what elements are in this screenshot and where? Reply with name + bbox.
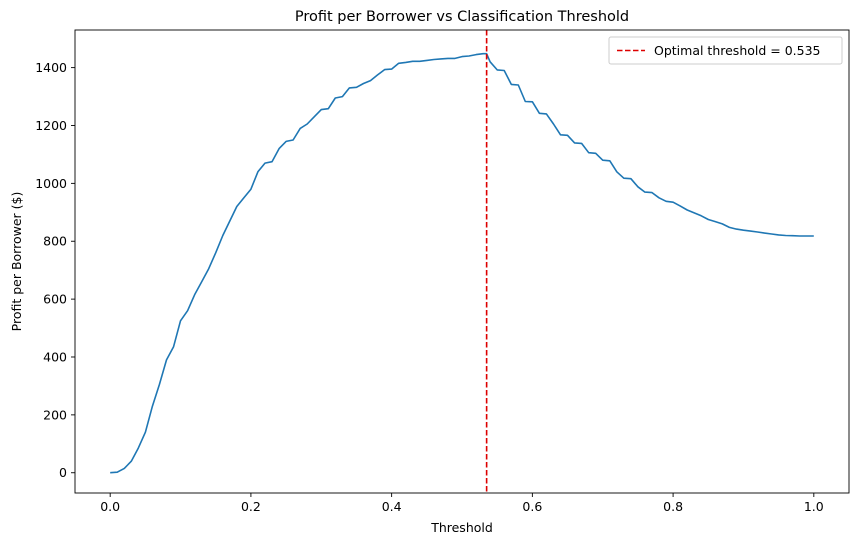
profit-line [110,52,814,474]
legend-box [608,36,843,65]
x-tick-label: 0.8 [663,499,683,514]
x-tick-label: 1.0 [804,499,824,514]
legend-label-optimal-threshold: Optimal threshold = 0.535 [654,43,821,58]
y-tick-label: 1400 [35,60,67,75]
y-tick-label: 800 [43,234,67,249]
legend: Optimal threshold = 0.535 [608,36,843,65]
y-tick-label: 600 [43,292,67,307]
x-tick-label: 0.4 [382,499,402,514]
y-axis: 0 200 400 600 800 1000 1200 1400 [35,60,75,480]
y-tick-label: 200 [43,407,67,422]
y-tick-label: 1200 [35,118,67,133]
y-axis-title: Profit per Borrower ($) [9,192,24,332]
plot-area [74,29,850,494]
chart-title: Profit per Borrower vs Classification Th… [295,9,629,25]
plot-frame [74,29,850,494]
y-tick-label: 1000 [35,176,67,191]
x-axis: 0.0 0.2 0.4 0.6 0.8 1.0 [100,493,824,514]
y-tick-label: 400 [43,349,67,364]
x-tick-label: 0.2 [241,499,261,514]
x-tick-label: 0.0 [100,499,120,514]
x-axis-title: Threshold [430,520,493,535]
y-tick-label: 0 [59,465,67,480]
x-tick-label: 0.6 [522,499,542,514]
